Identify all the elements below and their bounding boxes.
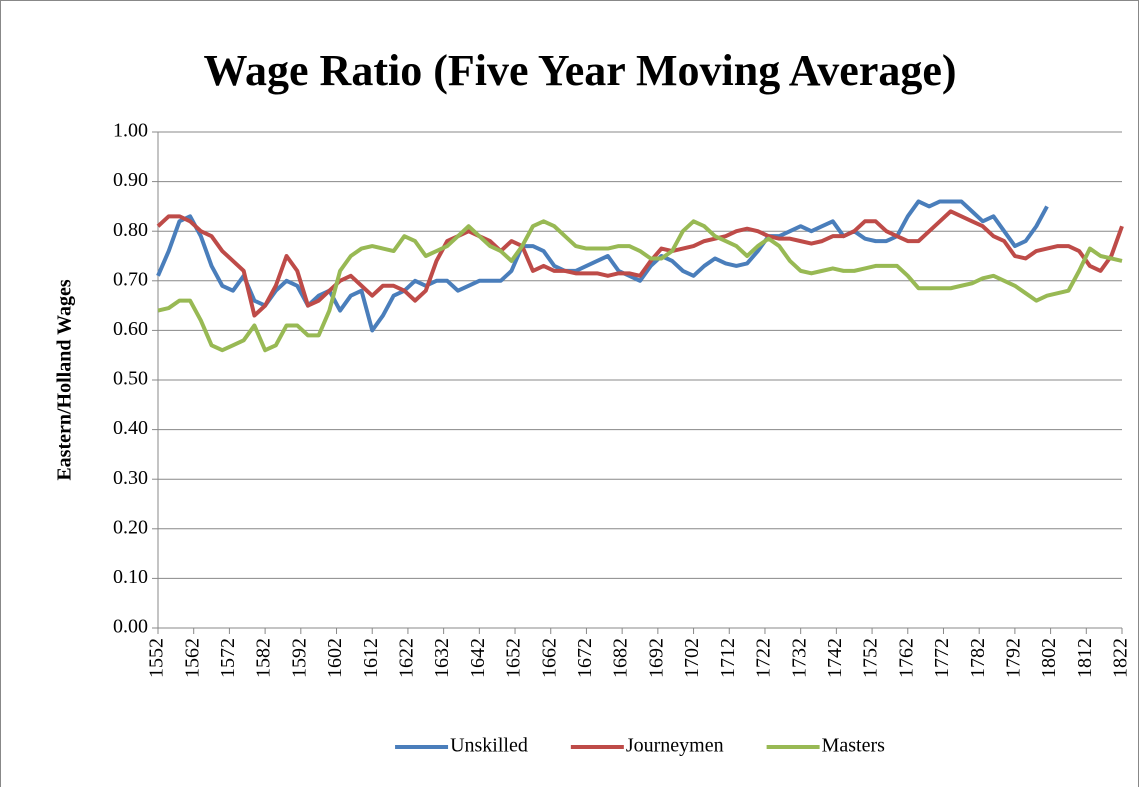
x-tick-label: 1742 [824, 638, 846, 678]
legend-label: Journeymen [626, 735, 724, 757]
x-tick-label: 1552 [146, 638, 168, 678]
x-tick-label: 1692 [645, 638, 667, 678]
series-line [157, 219, 1123, 353]
x-tick-label: 1802 [1038, 638, 1060, 678]
x-tick-label: 1732 [788, 638, 810, 678]
x-tick-label: 1582 [253, 638, 275, 678]
x-tick-label: 1712 [717, 638, 739, 678]
x-tick-label: 1632 [431, 638, 453, 678]
y-tick-label: 0.10 [113, 566, 148, 588]
y-tick-label: 1.00 [113, 120, 148, 142]
x-tick-label: 1662 [538, 638, 560, 678]
y-tick-label: 0.90 [113, 169, 148, 191]
x-tick-label: 1622 [396, 638, 418, 678]
x-tick-label: 1812 [1074, 638, 1096, 678]
y-tick-label: 0.50 [113, 368, 148, 390]
x-tick-label: 1752 [860, 638, 882, 678]
x-tick-label: 1782 [967, 638, 989, 678]
x-tick-label: 1592 [288, 638, 310, 678]
x-tick-label: 1792 [1002, 638, 1024, 678]
x-tick-label: 1762 [895, 638, 917, 678]
y-tick-label: 0.30 [113, 467, 148, 489]
x-tick-label: 1642 [467, 638, 489, 678]
x-tick-label: 1722 [753, 638, 775, 678]
y-tick-label: 0.70 [113, 268, 148, 290]
x-tick-label: 1822 [1110, 638, 1132, 678]
x-tick-label: 1672 [574, 638, 596, 678]
x-tick-label: 1572 [217, 638, 239, 678]
x-tick-label: 1612 [360, 638, 382, 678]
legend-label: Unskilled [450, 735, 528, 757]
x-tick-label: 1682 [610, 638, 632, 678]
series-line [156, 209, 1124, 318]
y-tick-label: 0.20 [113, 516, 148, 538]
chart-title: Wage Ratio (Five Year Moving Average) [203, 46, 956, 95]
x-tick-label: 1772 [931, 638, 953, 678]
y-tick-label: 0.40 [113, 417, 148, 439]
y-tick-label: 0.00 [113, 616, 148, 638]
x-tick-label: 1562 [181, 638, 203, 678]
x-tick-label: 1702 [681, 638, 703, 678]
legend-label: Masters [822, 735, 886, 757]
x-tick-label: 1652 [503, 638, 525, 678]
y-tick-label: 0.80 [113, 219, 148, 241]
y-axis-label: Eastern/Holland Wages [54, 279, 76, 481]
y-tick-label: 0.60 [113, 318, 148, 340]
x-tick-label: 1602 [324, 638, 346, 678]
